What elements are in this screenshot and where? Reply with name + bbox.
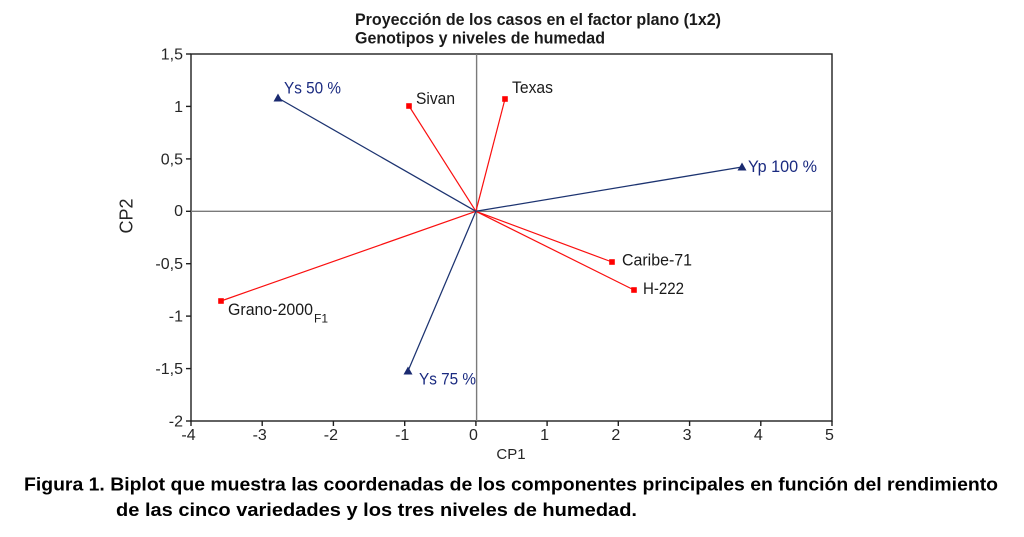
svg-text:0,5: 0,5 — [161, 151, 183, 168]
svg-text:0: 0 — [174, 203, 183, 220]
svg-text:Genotipos y niveles de humedad: Genotipos y niveles de humedad — [355, 30, 605, 48]
svg-text:Proyección de los casos en el: Proyección de los casos en el factor pla… — [355, 11, 721, 29]
svg-text:5: 5 — [825, 427, 834, 444]
svg-text:4: 4 — [754, 427, 763, 444]
svg-text:Yp 100 %: Yp 100 % — [748, 157, 817, 176]
svg-text:H-222: H-222 — [643, 279, 684, 298]
svg-text:CP1: CP1 — [496, 446, 525, 463]
svg-text:-2: -2 — [169, 414, 183, 431]
svg-text:F1: F1 — [314, 312, 328, 326]
svg-text:-1: -1 — [169, 309, 183, 326]
svg-text:Grano-2000: Grano-2000 — [228, 300, 313, 319]
svg-text:Ys 75 %: Ys 75 % — [419, 370, 476, 389]
svg-text:-1: -1 — [395, 427, 409, 444]
svg-text:-2: -2 — [324, 427, 338, 444]
svg-text:CP2: CP2 — [117, 198, 137, 233]
svg-text:-4: -4 — [181, 427, 195, 444]
svg-text:-0,5: -0,5 — [155, 256, 183, 273]
svg-text:Figura 1. Biplot que muestra l: Figura 1. Biplot que muestra las coorden… — [24, 474, 998, 495]
svg-text:0: 0 — [469, 427, 478, 444]
svg-text:3: 3 — [683, 427, 692, 444]
svg-text:Texas: Texas — [512, 78, 553, 97]
svg-text:-3: -3 — [253, 427, 267, 444]
svg-text:2: 2 — [611, 427, 620, 444]
svg-text:1,5: 1,5 — [161, 47, 183, 64]
svg-text:Ys 50 %: Ys 50 % — [284, 79, 341, 98]
svg-text:de las cinco variedades y los: de las cinco variedades y los tres nivel… — [116, 499, 637, 520]
svg-text:1: 1 — [174, 99, 183, 116]
svg-text:Sivan: Sivan — [416, 89, 455, 108]
svg-text:-1,5: -1,5 — [155, 361, 183, 378]
svg-text:Caribe-71: Caribe-71 — [622, 251, 692, 270]
svg-text:1: 1 — [540, 427, 549, 444]
